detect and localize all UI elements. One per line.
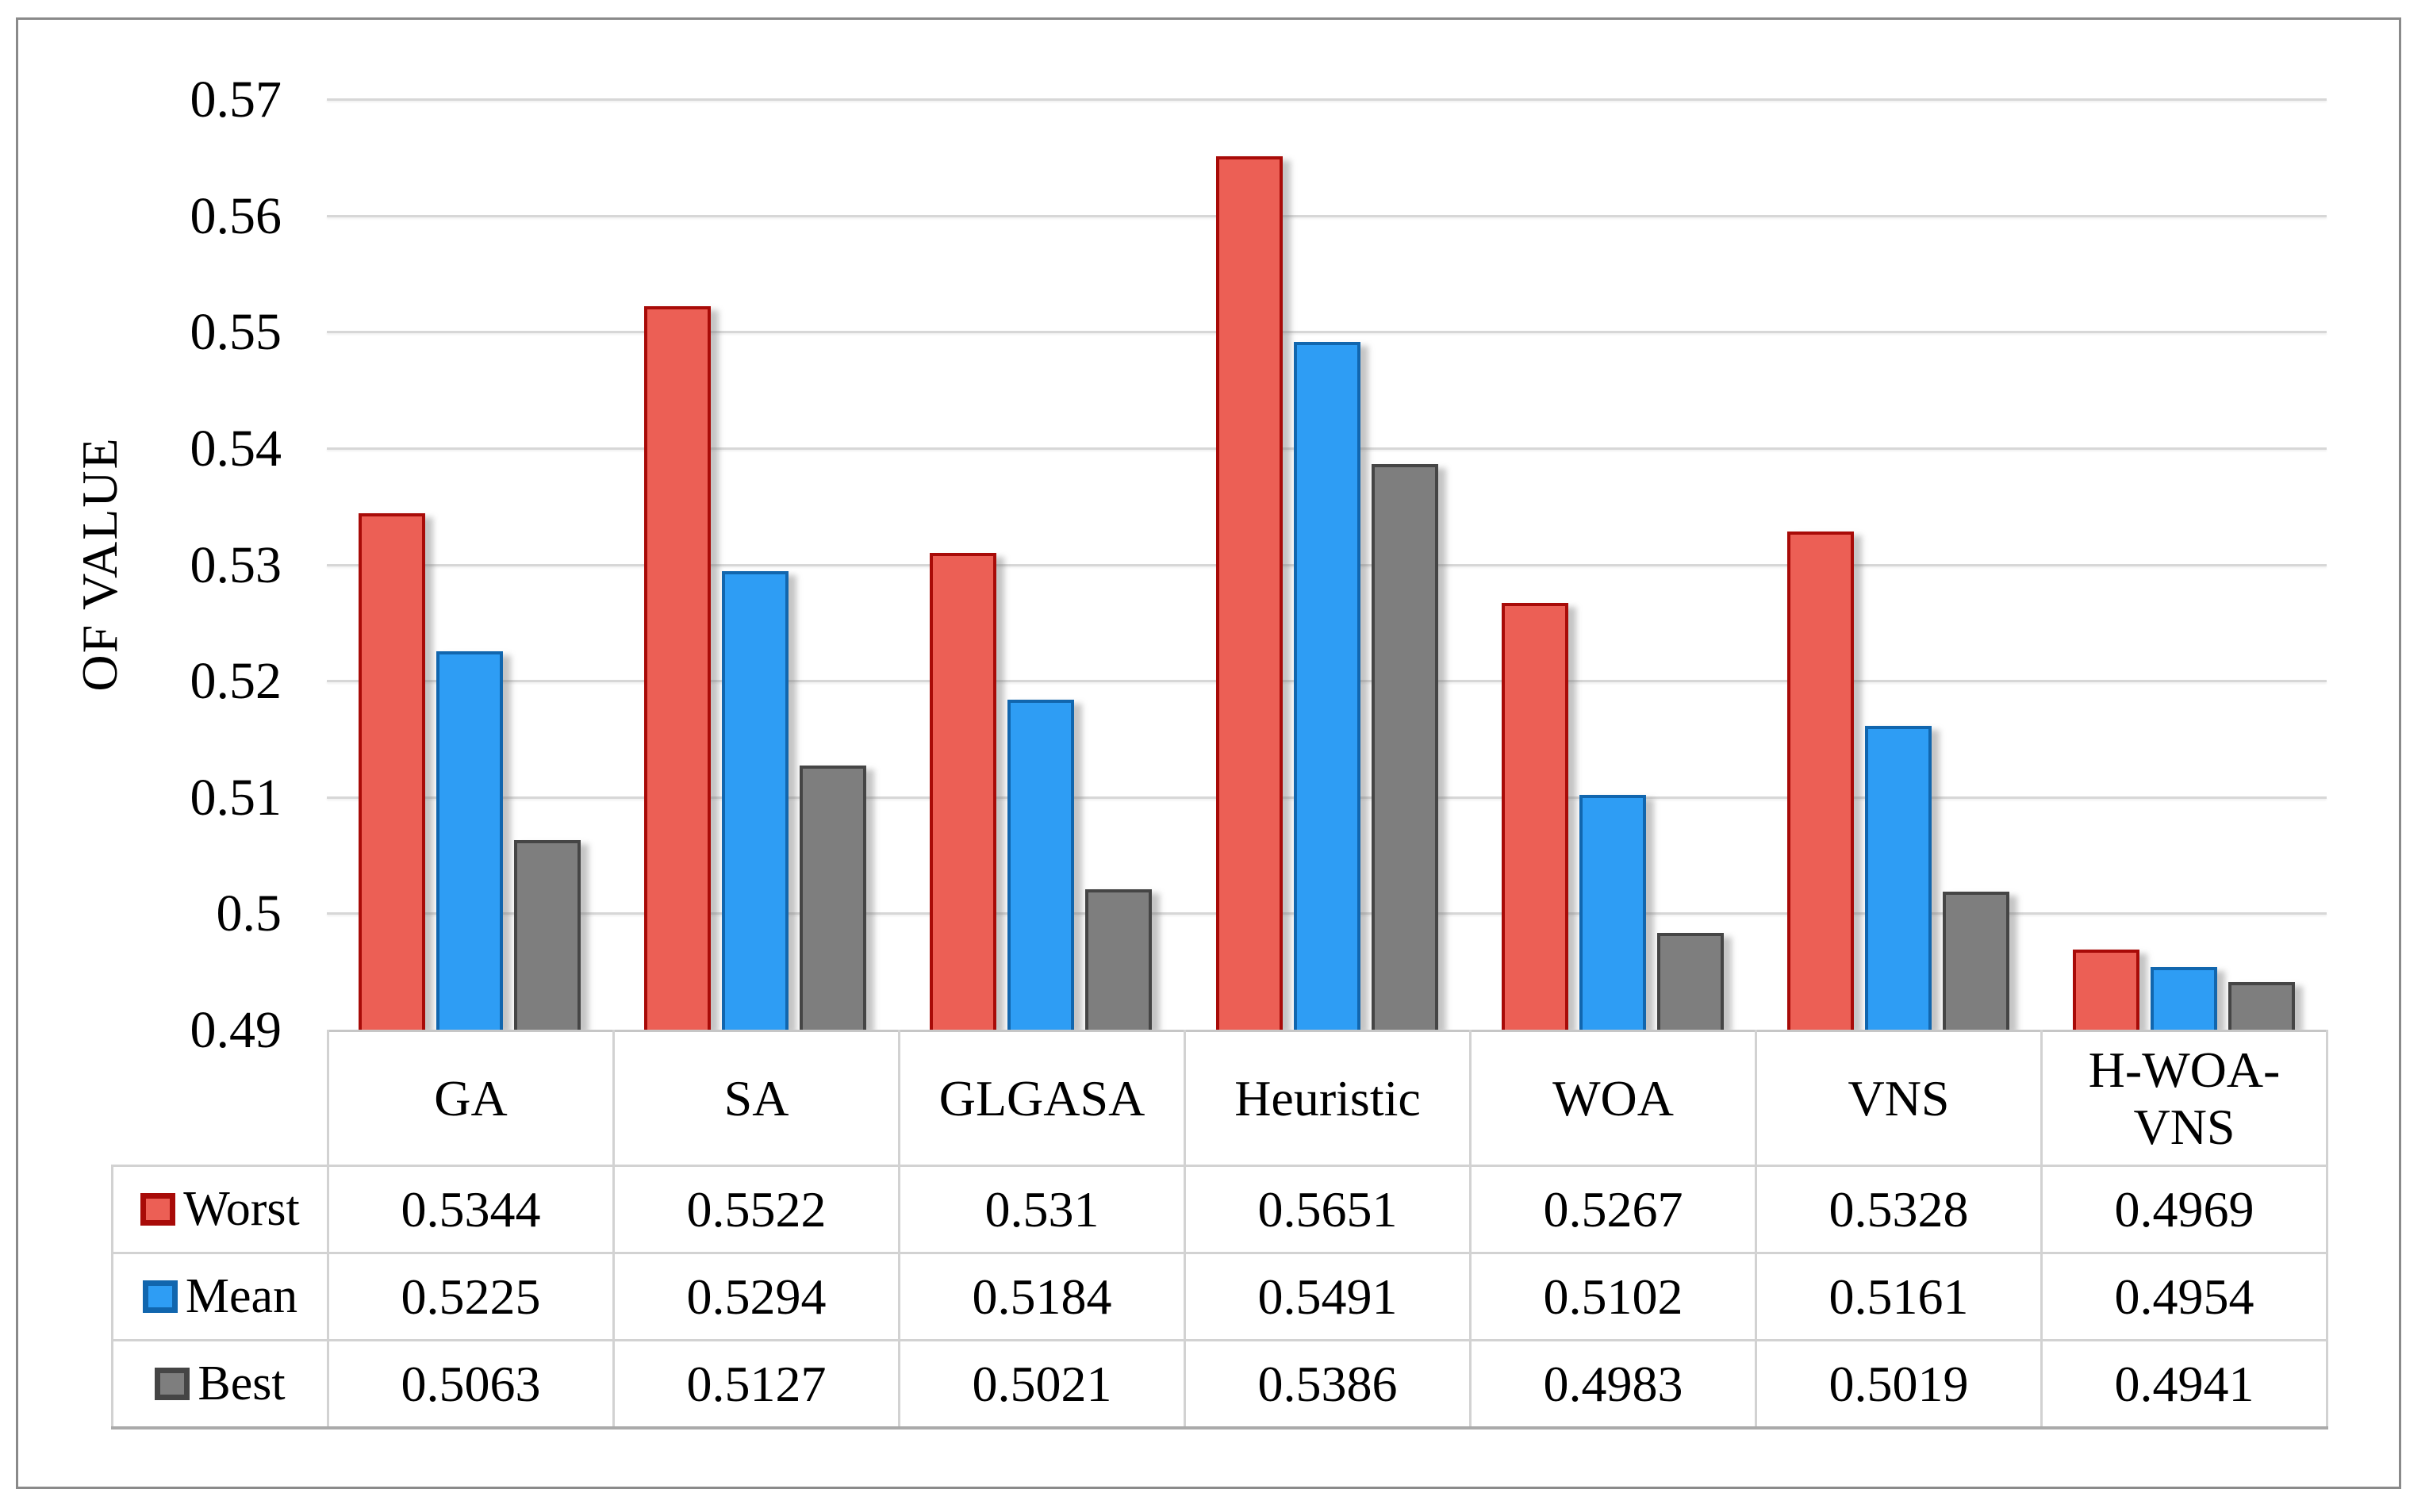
bar-worst-heuristic <box>1215 155 1283 1030</box>
y-axis-tick-label: 0.54 <box>190 419 282 478</box>
table-row-worst: Worst 0.5344 0.5522 0.531 0.5651 0.5267 … <box>111 1165 2328 1254</box>
y-axis-tick-label: 0.57 <box>190 71 282 129</box>
table-row-best: Best 0.5063 0.5127 0.5021 0.5386 0.4983 … <box>111 1339 2328 1429</box>
legend-cell-worst: Worst <box>111 1165 329 1254</box>
column-header-label: GLGASA <box>938 1069 1145 1126</box>
column-header-label: H-WOA-VNS <box>2088 1041 2281 1155</box>
value-cell: 0.5491 <box>1184 1252 1472 1341</box>
legend-label: Worst <box>183 1182 300 1236</box>
y-axis-tick-label: 0.56 <box>190 186 282 245</box>
value-cell: 0.5522 <box>612 1165 900 1254</box>
mean-series-swatch-icon <box>142 1280 178 1313</box>
best-series-swatch-icon <box>155 1368 190 1400</box>
legend-label: Best <box>198 1357 286 1410</box>
table-corner-cell <box>112 1030 329 1167</box>
value-cell: 0.5184 <box>898 1252 1186 1341</box>
y-axis-tick-label: 0.52 <box>190 652 282 711</box>
value-cell: 0.5161 <box>1755 1252 2043 1341</box>
table-row-mean: Mean 0.5225 0.5294 0.5184 0.5491 0.5102 … <box>111 1252 2328 1341</box>
value-cell: 0.5225 <box>327 1252 615 1341</box>
gridline <box>327 214 2327 217</box>
gridline <box>327 98 2327 101</box>
column-header-label: GA <box>434 1069 508 1126</box>
value-cell: 0.5021 <box>898 1339 1186 1429</box>
value-cell: 0.5386 <box>1184 1339 1472 1429</box>
bar-mean-ga <box>436 651 504 1030</box>
value-cell: 0.4983 <box>1469 1339 1757 1429</box>
value-cell: 0.5063 <box>327 1339 615 1429</box>
column-header-heuristic: Heuristic <box>1184 1030 1472 1167</box>
y-axis-tick-label: 0.55 <box>190 303 282 362</box>
column-header-glgasa: GLGASA <box>898 1030 1186 1167</box>
column-header-woa: WOA <box>1469 1030 1757 1167</box>
column-header-sa: SA <box>612 1030 900 1167</box>
plot-area <box>327 98 2327 1030</box>
bar-mean-glgasa <box>1007 699 1075 1030</box>
column-header-ga: GA <box>327 1030 615 1167</box>
value-cell: 0.5344 <box>327 1165 615 1254</box>
bar-worst-ga <box>359 512 426 1030</box>
column-header-label: WOA <box>1552 1069 1674 1126</box>
value-cell: 0.5102 <box>1469 1252 1757 1341</box>
bar-mean-heuristic <box>1293 342 1360 1030</box>
bar-worst-glgasa <box>930 552 997 1030</box>
y-axis-tick-label: 0.5 <box>216 885 282 943</box>
value-cell: 0.5019 <box>1755 1339 2043 1429</box>
bar-worst-vns <box>1786 532 1854 1030</box>
value-cell: 0.5651 <box>1184 1165 1472 1254</box>
column-header-vns: VNS <box>1755 1030 2043 1167</box>
column-header-label: VNS <box>1848 1069 1950 1126</box>
y-axis-tick-label: 0.51 <box>190 768 282 827</box>
bar-worst-sa <box>644 305 712 1030</box>
value-cell: 0.4969 <box>2040 1165 2328 1254</box>
value-cell: 0.5294 <box>612 1252 900 1341</box>
bar-best-h-woa-vns <box>2228 981 2295 1030</box>
value-cell: 0.5127 <box>612 1339 900 1429</box>
bar-best-sa <box>800 766 867 1030</box>
bar-worst-woa <box>1501 602 1568 1030</box>
column-header-label: Heuristic <box>1234 1069 1421 1126</box>
gridline <box>327 331 2327 334</box>
bar-mean-sa <box>722 571 789 1030</box>
value-cell: 0.4941 <box>2040 1339 2328 1429</box>
bar-best-ga <box>514 840 581 1030</box>
legend-cell-best: Best <box>111 1339 329 1429</box>
bar-best-woa <box>1656 933 1724 1030</box>
bar-best-vns <box>1942 891 2009 1030</box>
bar-best-heuristic <box>1371 464 1438 1030</box>
worst-series-swatch-icon <box>140 1193 176 1226</box>
y-axis-tick-label: 0.53 <box>190 535 282 594</box>
bar-mean-woa <box>1579 794 1646 1030</box>
value-cell: 0.531 <box>898 1165 1186 1254</box>
table-header-row: GA SA GLGASA Heuristic WOA VNS H-WOA-VNS <box>112 1030 2328 1167</box>
bar-worst-h-woa-vns <box>2072 949 2139 1030</box>
column-header-label: SA <box>723 1069 789 1126</box>
legend-cell-mean: Mean <box>111 1252 329 1341</box>
column-header-h-woa-vns: H-WOA-VNS <box>2040 1030 2328 1167</box>
value-cell: 0.4954 <box>2040 1252 2328 1341</box>
value-cell: 0.5328 <box>1755 1165 2043 1254</box>
bar-mean-vns <box>1864 726 1932 1030</box>
value-cell: 0.5267 <box>1469 1165 1757 1254</box>
bar-best-glgasa <box>1085 888 1153 1030</box>
data-table: GA SA GLGASA Heuristic WOA VNS H-WOA-VNS… <box>111 1030 2328 1429</box>
bar-mean-h-woa-vns <box>2150 966 2217 1030</box>
legend-label: Mean <box>185 1269 298 1323</box>
